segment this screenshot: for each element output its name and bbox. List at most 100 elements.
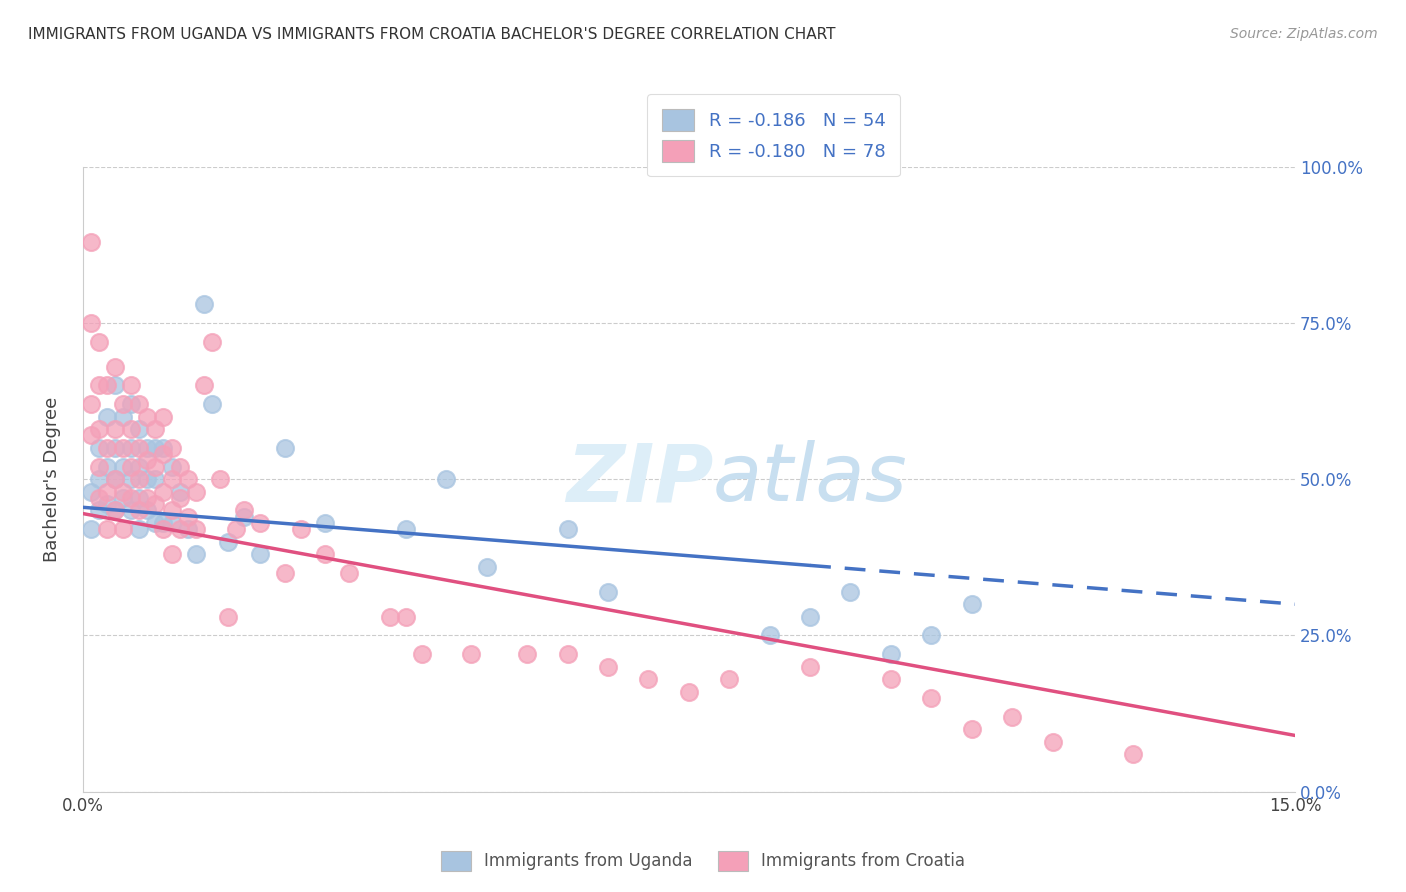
- Point: [120, 378, 142, 392]
- Point: [145, 441, 167, 455]
- Point: [136, 472, 159, 486]
- Point: [80, 316, 103, 330]
- Point: [249, 516, 271, 530]
- Point: [112, 459, 135, 474]
- Point: [160, 459, 183, 474]
- Point: [177, 472, 200, 486]
- Point: [177, 509, 200, 524]
- Point: [152, 516, 174, 530]
- Point: [136, 491, 159, 505]
- Point: [395, 522, 418, 536]
- Point: [152, 409, 174, 424]
- Point: [96, 522, 118, 536]
- Point: [120, 491, 142, 505]
- Point: [145, 497, 167, 511]
- Point: [145, 422, 167, 436]
- Point: [120, 459, 142, 474]
- Point: [233, 509, 256, 524]
- Point: [136, 503, 159, 517]
- Point: [136, 441, 159, 455]
- Point: [217, 609, 239, 624]
- Point: [104, 472, 127, 486]
- Legend: R = -0.186   N = 54, R = -0.180   N = 78: R = -0.186 N = 54, R = -0.180 N = 78: [647, 95, 900, 177]
- Point: [80, 428, 103, 442]
- Point: [184, 547, 207, 561]
- Point: [96, 409, 118, 424]
- Point: [104, 422, 127, 436]
- Point: [920, 690, 942, 705]
- Point: [799, 609, 821, 624]
- Point: [96, 459, 118, 474]
- Point: [201, 334, 224, 349]
- Point: [434, 472, 457, 486]
- Point: [378, 609, 401, 624]
- Point: [87, 491, 110, 505]
- Point: [557, 647, 579, 661]
- Point: [184, 484, 207, 499]
- Point: [233, 503, 256, 517]
- Point: [112, 491, 135, 505]
- Point: [87, 334, 110, 349]
- Point: [1122, 747, 1144, 762]
- Y-axis label: Bachelor's Degree: Bachelor's Degree: [44, 397, 60, 562]
- Point: [217, 534, 239, 549]
- Point: [758, 628, 780, 642]
- Point: [460, 647, 482, 661]
- Point: [128, 422, 150, 436]
- Point: [112, 522, 135, 536]
- Point: [128, 472, 150, 486]
- Point: [718, 672, 741, 686]
- Point: [104, 359, 127, 374]
- Point: [880, 647, 903, 661]
- Point: [920, 628, 942, 642]
- Point: [152, 522, 174, 536]
- Point: [475, 559, 498, 574]
- Point: [960, 722, 983, 736]
- Point: [120, 441, 142, 455]
- Point: [104, 441, 127, 455]
- Point: [314, 547, 336, 561]
- Point: [1042, 734, 1064, 748]
- Point: [160, 441, 183, 455]
- Point: [160, 547, 183, 561]
- Point: [596, 659, 619, 673]
- Point: [96, 484, 118, 499]
- Point: [880, 672, 903, 686]
- Point: [128, 441, 150, 455]
- Point: [184, 522, 207, 536]
- Point: [80, 522, 103, 536]
- Point: [96, 378, 118, 392]
- Point: [193, 378, 215, 392]
- Point: [112, 441, 135, 455]
- Point: [120, 503, 142, 517]
- Point: [87, 459, 110, 474]
- Point: [249, 547, 271, 561]
- Point: [96, 441, 118, 455]
- Point: [152, 447, 174, 461]
- Point: [128, 503, 150, 517]
- Point: [87, 441, 110, 455]
- Point: [177, 522, 200, 536]
- Point: [145, 472, 167, 486]
- Point: [112, 484, 135, 499]
- Point: [87, 472, 110, 486]
- Point: [104, 378, 127, 392]
- Point: [225, 522, 247, 536]
- Point: [169, 484, 191, 499]
- Point: [839, 584, 862, 599]
- Point: [160, 503, 183, 517]
- Point: [145, 459, 167, 474]
- Point: [112, 409, 135, 424]
- Point: [128, 522, 150, 536]
- Point: [337, 566, 360, 580]
- Point: [395, 609, 418, 624]
- Point: [411, 647, 433, 661]
- Point: [273, 441, 295, 455]
- Point: [80, 484, 103, 499]
- Point: [193, 297, 215, 311]
- Text: atlas: atlas: [713, 440, 908, 518]
- Point: [960, 597, 983, 611]
- Point: [80, 235, 103, 249]
- Point: [120, 397, 142, 411]
- Point: [290, 522, 312, 536]
